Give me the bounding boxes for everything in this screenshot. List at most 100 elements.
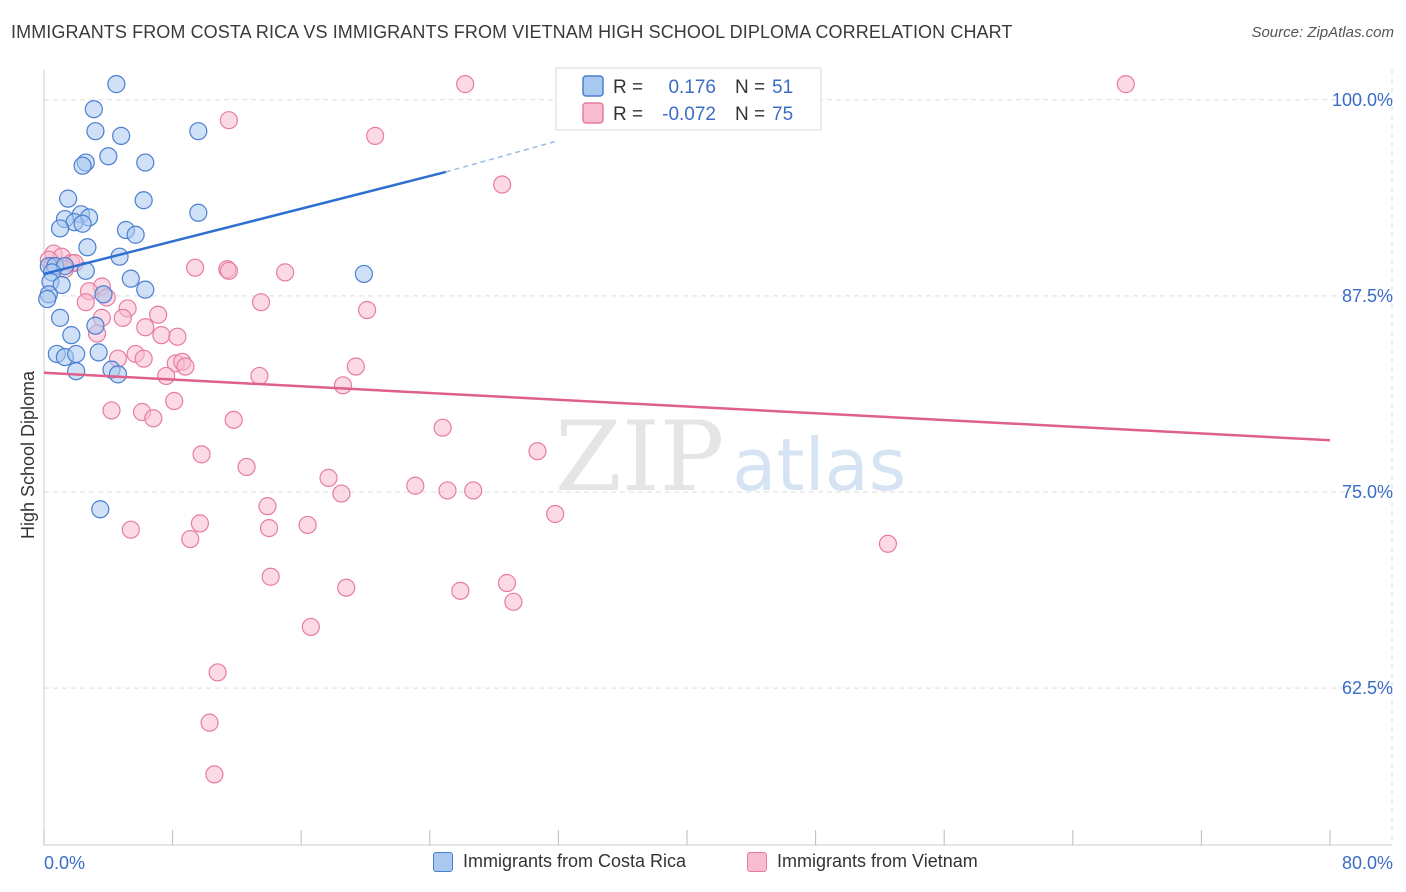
vietnam-point-40 [333,376,353,395]
vietnam-point-42 [102,401,121,420]
costa-rica-point-30 [121,269,140,288]
costa-rica-point-8 [73,156,92,175]
y-tick-label-0: 100.0% [1332,90,1393,110]
legend-label-vietnam: Immigrants from Vietnam [777,851,978,871]
vietnam-point-36 [346,357,365,376]
vietnam-point-33 [134,349,153,368]
costa-rica-point-11 [189,203,208,222]
y-axis-label: High School Diploma [18,370,38,539]
axes [43,70,1392,846]
costa-rica-point-45 [91,500,110,519]
costa-rica-point-0 [107,75,126,94]
legend-label-costa-rica: Immigrants from Costa Rica [463,851,687,871]
vietnam-point-27 [136,318,155,337]
vietnam-point-46 [433,418,452,437]
vietnam-point-48 [192,445,211,464]
vietnam-point-50 [319,468,338,487]
vietnam-point-63 [261,567,280,586]
stats-swatch-costa-rica [582,75,604,97]
costa-rica-point-36 [86,316,105,335]
costa-rica-trend-extension [445,139,559,173]
x-tick-label-start: 0.0% [44,853,85,873]
vietnam-point-0 [456,75,475,94]
vietnam-point-66 [497,573,517,593]
costa-rica-point-17 [50,219,70,238]
costa-rica-point-16 [73,214,92,233]
legend-swatch-vietnam [747,851,767,872]
vietnam-point-5 [493,175,512,194]
costa-rica-trend-line [43,170,447,276]
series-legend: Immigrants from Costa Rica Immigrants fr… [0,851,1406,879]
costa-rica-point-35 [50,308,70,327]
costa-rica-point-19 [126,225,145,244]
costa-rica-point-32 [94,285,113,304]
stats-legend: R = 0.176 N = 51 R = -0.072 N = 75 [555,67,822,131]
vietnam-point-51 [406,476,425,495]
vietnam-point-20 [76,293,95,312]
vietnam-point-70 [200,713,219,732]
costa-rica-point-29 [354,264,373,284]
vietnam-point-21 [251,293,271,312]
vietnam-point-56 [546,504,565,524]
stats-swatch-vietnam [582,102,604,124]
stats-n-value-vietnam: 75 [772,104,793,125]
chart-title: IMMIGRANTS FROM COSTA RICA VS IMMIGRANTS… [11,22,1013,42]
vietnam-point-13 [186,258,205,277]
stats-r-value-costa-rica: 0.176 [668,77,716,98]
vietnam-point-16 [276,263,295,282]
vietnam-point-52 [332,484,351,503]
vietnam-point-62 [878,534,898,553]
stats-r-value-vietnam: -0.072 [662,104,716,125]
costa-rica-points [38,75,373,519]
costa-rica-point-7 [136,153,155,172]
vietnam-point-64 [337,578,356,597]
y-tick-label-3: 62.5% [1342,678,1393,698]
costa-rica-point-5 [99,147,118,166]
costa-rica-point-43 [67,362,86,381]
vietnam-point-58 [190,514,210,533]
vietnam-trend-line [43,371,1331,442]
stats-n-label-vietnam: N = [735,104,765,125]
stats-n-value-costa-rica: 51 [772,77,793,98]
vietnam-point-41 [165,391,184,411]
costa-rica-point-34 [38,289,57,309]
costa-rica-point-9 [134,191,153,210]
vietnam-point-15 [219,261,238,280]
stats-r-label-costa-rica: R = [613,77,643,98]
vietnam-point-37 [176,357,195,376]
vietnam-point-39 [250,366,269,386]
vietnam-point-59 [259,518,279,538]
vietnam-point-71 [205,765,224,784]
vietnam-point-2 [1116,75,1135,94]
costa-rica-point-38 [89,343,108,362]
vietnam-point-55 [258,497,277,516]
vietnam-point-44 [144,409,163,428]
costa-rica-point-20 [78,238,97,257]
watermark-text: ZIP atlas [555,401,906,513]
costa-rica-point-2 [86,122,105,141]
vietnam-point-53 [438,481,457,500]
costa-rica-point-28 [52,275,71,295]
watermark: ZIP atlas [555,401,906,513]
vietnam-point-68 [301,617,320,637]
grid-lines [44,70,1393,845]
vietnam-point-28 [152,326,171,345]
stats-r-label-vietnam: R = [613,104,643,125]
costa-rica-point-3 [112,126,131,145]
costa-rica-point-4 [189,122,208,141]
legend-item-costa-rica[interactable]: Immigrants from Costa Rica [433,851,686,872]
axis-labels: 100.0% 87.5% 75.0% 62.5% 0.0% 80.0% High Schoo… [18,90,1393,873]
x-tick-label-end: 80.0% [1342,853,1393,873]
y-tick-label-2: 75.0% [1342,482,1393,502]
vietnam-point-57 [121,520,140,539]
vietnam-point-3 [219,111,238,130]
costa-rica-point-37 [62,326,81,345]
y-tick-label-1: 87.5% [1342,286,1393,306]
vietnam-point-65 [451,581,470,600]
costa-rica-point-41 [67,344,86,364]
vietnam-point-25 [113,308,132,327]
vietnam-point-54 [464,481,483,500]
legend-item-vietnam[interactable]: Immigrants from Vietnam [747,851,978,872]
vietnam-point-67 [504,592,523,611]
